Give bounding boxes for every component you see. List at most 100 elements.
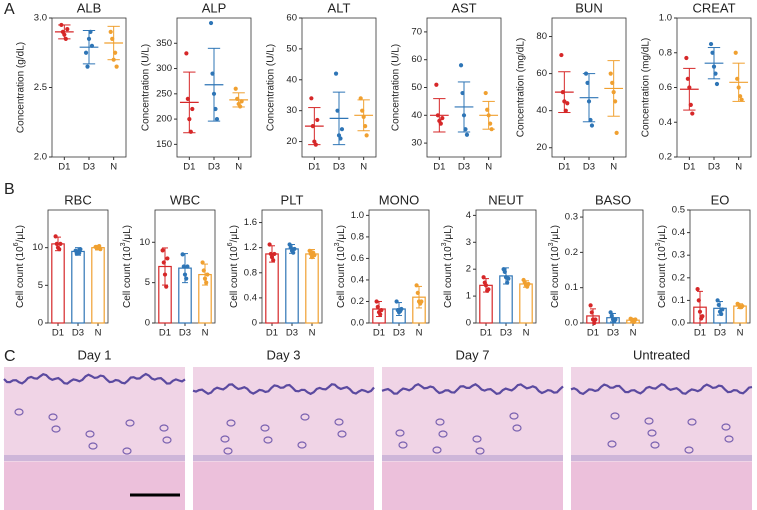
chart-title: ALP bbox=[202, 0, 227, 15]
data-point bbox=[213, 106, 218, 112]
bar bbox=[265, 253, 279, 324]
data-point bbox=[583, 71, 589, 76]
data-point bbox=[458, 63, 464, 68]
data-point bbox=[486, 287, 491, 292]
x-tick-label: N bbox=[735, 162, 742, 173]
y-tick-label: 0.3 bbox=[672, 250, 685, 261]
y-axis-label-sup: 3 bbox=[548, 242, 555, 246]
y-tick-label: 0.4 bbox=[351, 274, 364, 285]
data-point bbox=[695, 287, 700, 292]
data-point bbox=[714, 81, 720, 87]
x-tick-label: D3 bbox=[714, 328, 726, 339]
y-tick-label: 0 bbox=[466, 318, 471, 329]
data-point bbox=[164, 284, 169, 289]
follicle bbox=[512, 424, 522, 432]
chart-title: NEUT bbox=[488, 192, 523, 207]
data-point bbox=[88, 29, 93, 34]
data-point bbox=[89, 43, 95, 48]
data-point bbox=[740, 303, 745, 309]
data-point bbox=[267, 242, 272, 247]
y-axis-label-unit: /μL) bbox=[122, 225, 133, 242]
data-point bbox=[211, 91, 217, 96]
data-point bbox=[291, 250, 296, 255]
tissue-lower bbox=[193, 462, 374, 510]
data-point bbox=[202, 276, 208, 281]
y-tick-label: 2.0 bbox=[34, 152, 47, 163]
x-tick-label: D3 bbox=[393, 328, 405, 339]
data-point bbox=[65, 27, 70, 32]
follicle bbox=[687, 418, 697, 426]
data-point bbox=[589, 310, 594, 315]
data-point bbox=[565, 101, 570, 106]
y-axis-label-text: Cell count (10 bbox=[550, 246, 561, 308]
y-axis-label-unit: /μL) bbox=[657, 225, 668, 242]
data-point bbox=[62, 32, 67, 37]
data-point bbox=[313, 142, 318, 147]
y-tick-label: 250 bbox=[156, 88, 172, 99]
x-tick-label: D1 bbox=[308, 162, 320, 173]
y-tick-label: 0.8 bbox=[351, 231, 364, 242]
x-tick-label: N bbox=[95, 328, 102, 339]
data-point bbox=[83, 50, 89, 55]
x-tick-label: D1 bbox=[694, 328, 706, 339]
epidermis bbox=[570, 382, 753, 396]
y-axis-label-sup: 3 bbox=[334, 242, 341, 246]
data-point bbox=[483, 283, 489, 288]
data-point bbox=[588, 303, 593, 308]
y-axis-label: Cell count (103/μL) bbox=[655, 225, 668, 308]
data-point bbox=[235, 96, 240, 101]
data-point bbox=[440, 115, 445, 121]
data-point bbox=[464, 132, 470, 137]
data-point bbox=[589, 123, 595, 128]
x-tick-label: D1 bbox=[266, 328, 278, 339]
data-point bbox=[188, 129, 193, 134]
image-title: Day 1 bbox=[78, 347, 112, 362]
y-axis-label-sup: 3 bbox=[120, 242, 127, 246]
data-point bbox=[715, 298, 720, 303]
follicle bbox=[48, 413, 58, 421]
data-point bbox=[58, 241, 63, 246]
dermis-band bbox=[193, 455, 374, 461]
follicle bbox=[14, 408, 24, 416]
plot-frame bbox=[47, 209, 109, 324]
bar bbox=[71, 250, 85, 324]
y-tick-label: 350 bbox=[156, 38, 172, 49]
tissue-lower bbox=[382, 462, 563, 510]
data-point bbox=[110, 36, 115, 41]
epidermis bbox=[3, 372, 186, 385]
data-point bbox=[77, 250, 82, 256]
x-tick-label: D3 bbox=[208, 162, 220, 173]
y-tick-label: 60 bbox=[411, 54, 422, 65]
data-point bbox=[399, 306, 404, 312]
y-tick-label: 40 bbox=[286, 74, 297, 85]
data-point bbox=[697, 309, 703, 314]
data-point bbox=[586, 99, 592, 104]
x-tick-label: N bbox=[485, 162, 492, 173]
epidermis bbox=[381, 382, 564, 395]
data-point bbox=[502, 269, 507, 274]
chart-title: RBC bbox=[64, 192, 91, 207]
data-point bbox=[292, 246, 297, 252]
y-axis-label-text: Cell count (10 bbox=[122, 246, 133, 308]
y-axis-label-sup: 3 bbox=[655, 242, 662, 246]
data-point bbox=[690, 111, 695, 116]
y-tick-label: 0 bbox=[252, 318, 257, 329]
epidermis bbox=[192, 383, 375, 396]
data-point bbox=[364, 133, 369, 138]
y-tick-label: 60 bbox=[536, 68, 547, 79]
follicle bbox=[125, 419, 135, 427]
data-point bbox=[53, 234, 58, 239]
x-tick-label: D3 bbox=[179, 328, 191, 339]
follicle bbox=[51, 425, 61, 433]
data-point bbox=[394, 299, 399, 304]
data-point bbox=[335, 108, 340, 113]
chart-title: CREAT bbox=[692, 0, 735, 15]
follicle bbox=[395, 429, 405, 437]
image-title: Day 3 bbox=[267, 347, 301, 362]
plot-frame bbox=[475, 209, 537, 324]
data-point bbox=[339, 127, 345, 132]
data-point bbox=[738, 94, 743, 99]
y-tick-label: 4 bbox=[466, 210, 471, 221]
follicle bbox=[607, 440, 617, 448]
data-point bbox=[481, 275, 486, 280]
